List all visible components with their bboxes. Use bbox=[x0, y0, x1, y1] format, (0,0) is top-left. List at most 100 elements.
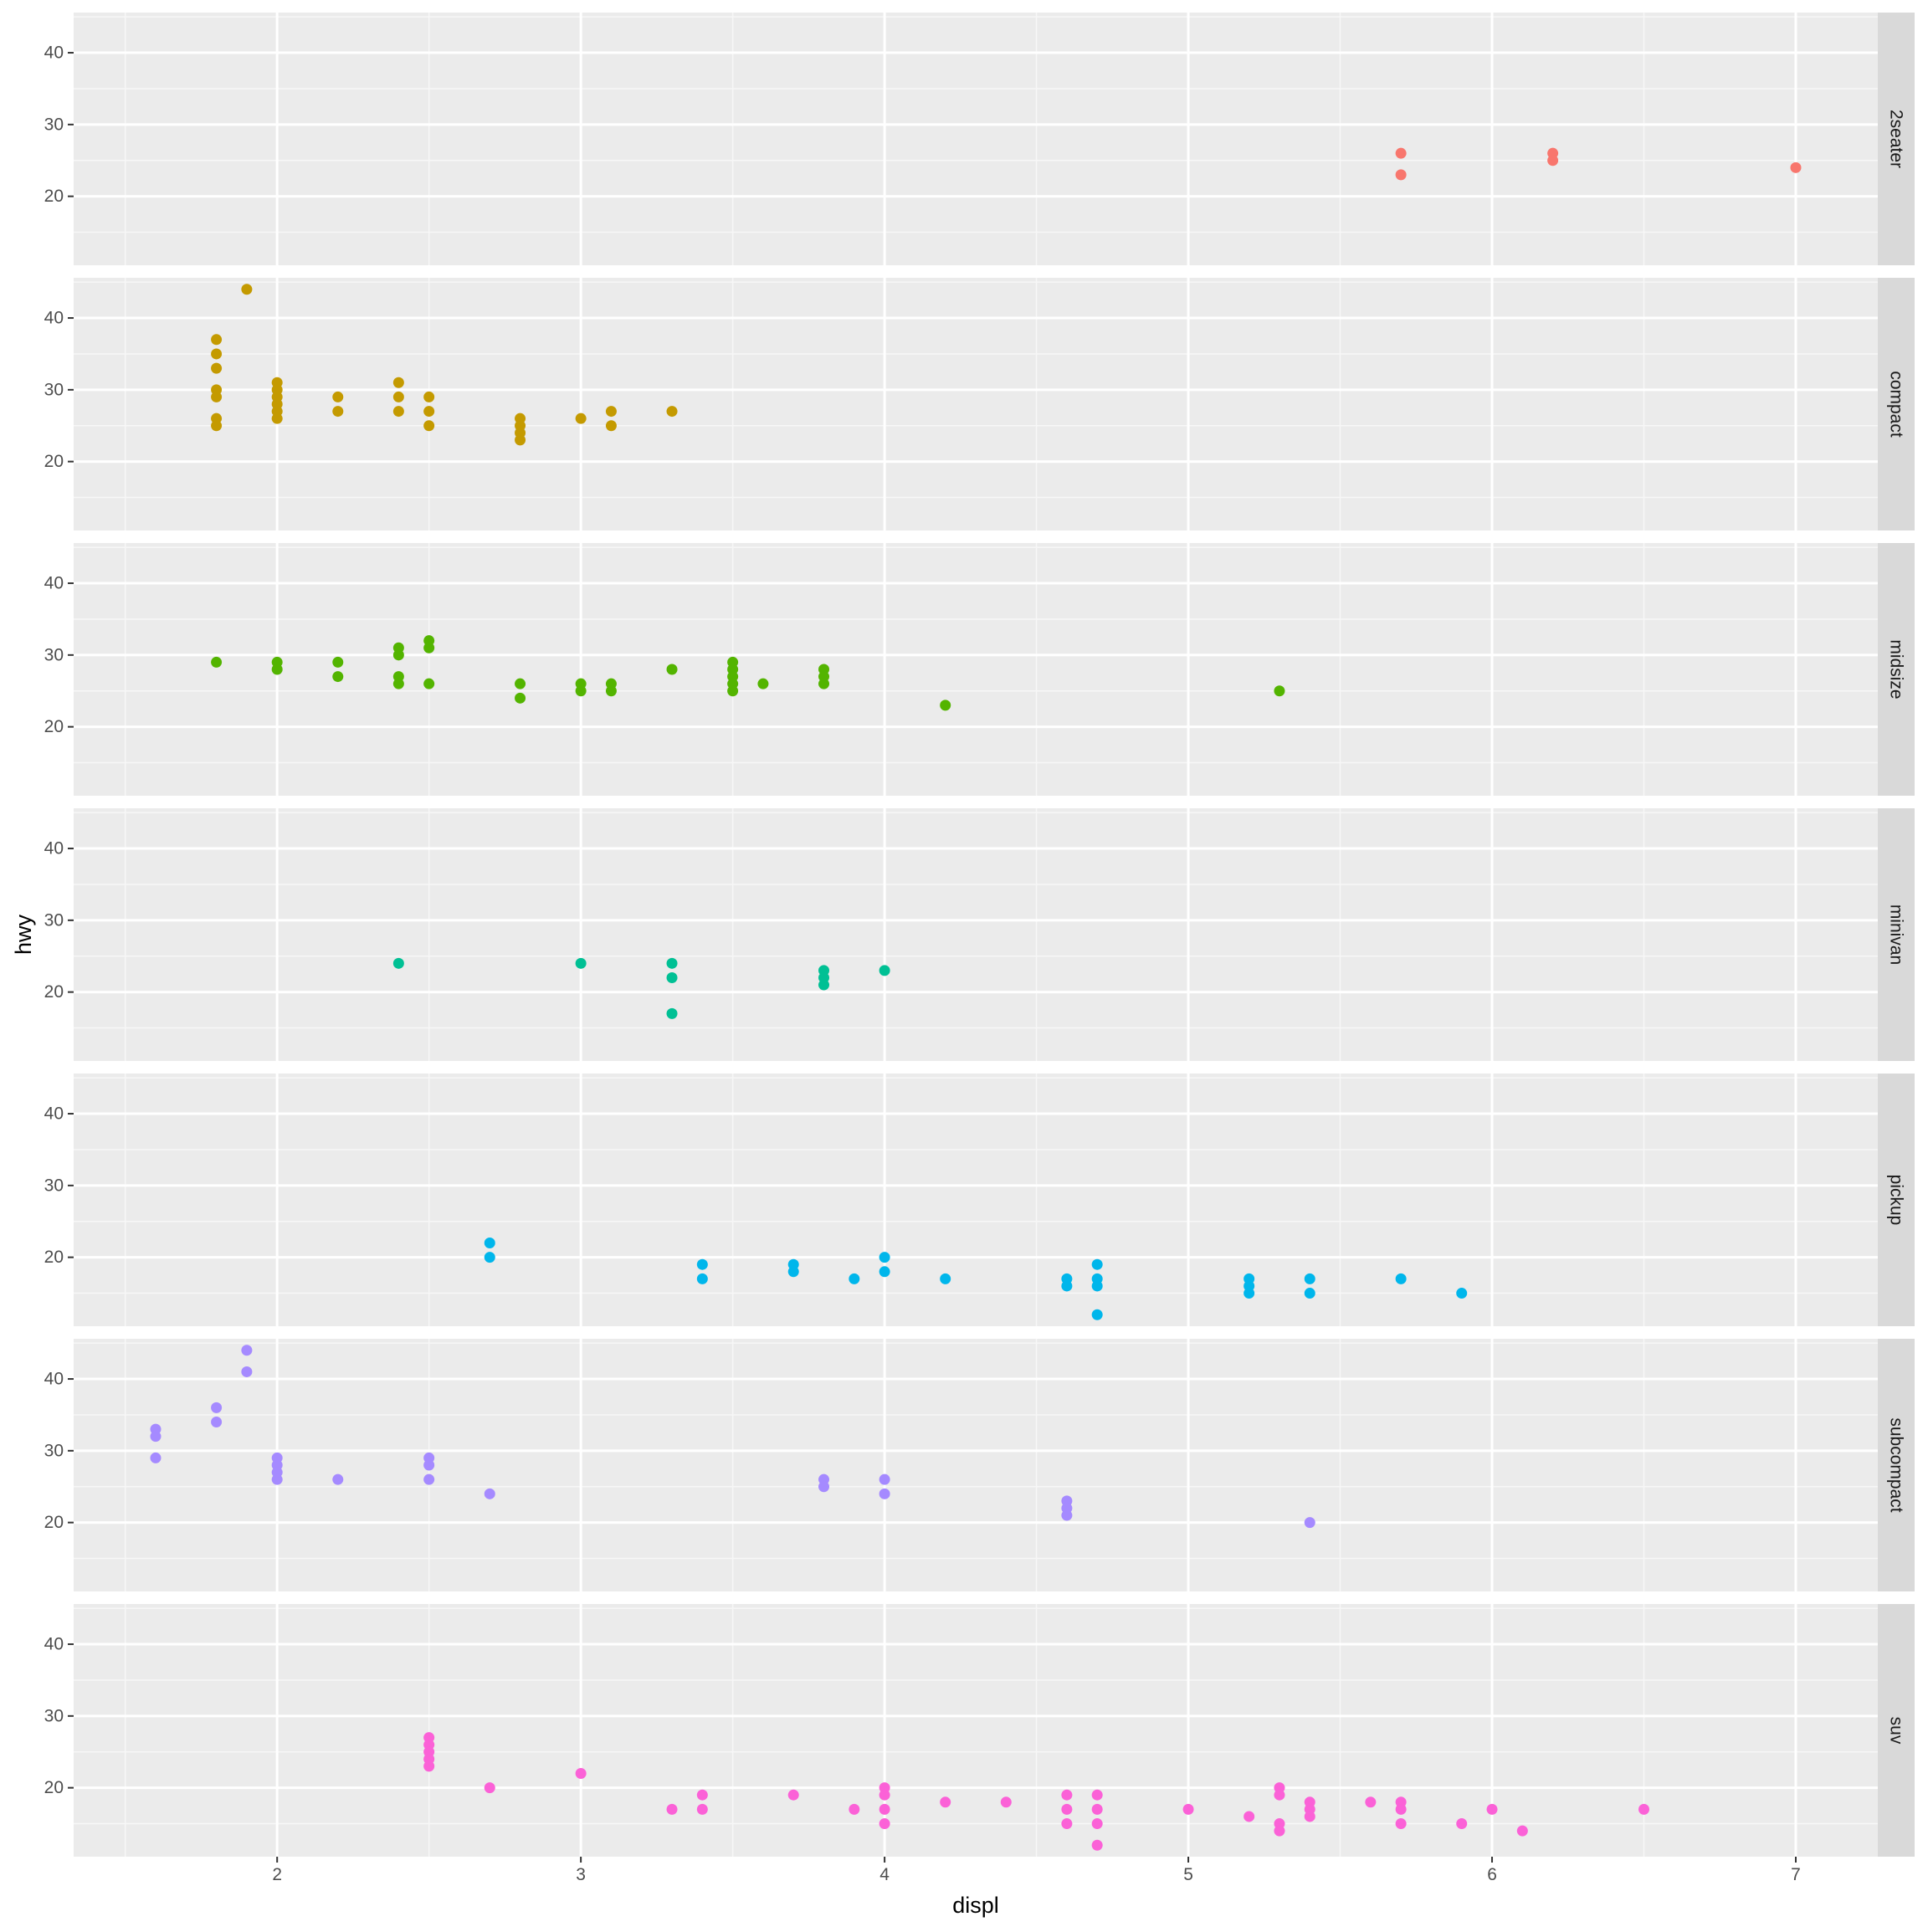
data-point bbox=[1395, 1818, 1407, 1830]
y-tick-label: 40 bbox=[44, 1104, 64, 1124]
data-point bbox=[1061, 1280, 1073, 1292]
data-point bbox=[1061, 1509, 1073, 1521]
facet-strip bbox=[1878, 808, 1915, 1061]
facet-strip-label: subcompact bbox=[1887, 1417, 1906, 1512]
facet-strip bbox=[1878, 13, 1915, 265]
data-point bbox=[1304, 1273, 1315, 1284]
panel-background bbox=[74, 1074, 1878, 1326]
data-point bbox=[940, 1273, 951, 1284]
data-point bbox=[1456, 1288, 1468, 1299]
data-point bbox=[515, 678, 526, 689]
data-point bbox=[332, 406, 344, 418]
data-point bbox=[1638, 1803, 1650, 1815]
data-point bbox=[1091, 1818, 1103, 1830]
data-point bbox=[1000, 1796, 1012, 1808]
data-point bbox=[423, 678, 435, 689]
data-point bbox=[940, 700, 951, 711]
data-point bbox=[1486, 1803, 1498, 1815]
data-point bbox=[484, 1237, 495, 1248]
data-point bbox=[271, 664, 283, 675]
data-point bbox=[1395, 147, 1407, 159]
data-point bbox=[392, 377, 404, 388]
data-point bbox=[1091, 1309, 1103, 1320]
data-point bbox=[787, 1266, 799, 1278]
data-point bbox=[879, 1473, 890, 1485]
y-tick-label: 40 bbox=[44, 44, 64, 63]
data-point bbox=[1274, 1789, 1285, 1801]
data-point bbox=[423, 1473, 435, 1485]
data-point bbox=[605, 406, 617, 418]
data-point bbox=[818, 678, 830, 689]
data-point bbox=[696, 1258, 708, 1270]
facet-strip bbox=[1878, 1604, 1915, 1857]
data-point bbox=[241, 1345, 253, 1356]
data-point bbox=[392, 406, 404, 418]
data-point bbox=[757, 678, 769, 689]
data-point bbox=[696, 1789, 708, 1801]
y-tick-label: 20 bbox=[44, 1248, 64, 1267]
panel-background bbox=[74, 1339, 1878, 1591]
data-point bbox=[484, 1782, 495, 1794]
y-tick-label: 20 bbox=[44, 982, 64, 1002]
data-point bbox=[1395, 1803, 1407, 1815]
data-point bbox=[666, 1007, 678, 1019]
data-point bbox=[332, 656, 344, 668]
data-point bbox=[392, 649, 404, 661]
data-point bbox=[1091, 1789, 1103, 1801]
facet-strip-label: compact bbox=[1887, 371, 1906, 438]
data-point bbox=[575, 685, 587, 697]
facet-strip bbox=[1878, 1074, 1915, 1326]
data-point bbox=[879, 1266, 890, 1278]
data-point bbox=[1790, 161, 1802, 173]
data-point bbox=[818, 979, 830, 991]
data-point bbox=[1091, 1803, 1103, 1815]
panel-background bbox=[74, 13, 1878, 265]
x-tick-label: 3 bbox=[576, 1865, 586, 1884]
panel-background bbox=[74, 1604, 1878, 1857]
facet-strip-label: suv bbox=[1887, 1717, 1906, 1745]
facet-panel-subcompact: 20 30 40 subcompact bbox=[44, 1339, 1915, 1591]
data-point bbox=[484, 1488, 495, 1499]
data-point bbox=[1456, 1818, 1468, 1830]
x-tick-label: 7 bbox=[1791, 1865, 1801, 1884]
data-point bbox=[1091, 1258, 1103, 1270]
facet-panel-midsize: 20 30 40 midsize bbox=[44, 543, 1915, 796]
data-point bbox=[1061, 1818, 1073, 1830]
facet-strip-label: midsize bbox=[1887, 639, 1906, 699]
data-point bbox=[879, 1803, 890, 1815]
panel-background bbox=[74, 543, 1878, 796]
data-point bbox=[332, 671, 344, 683]
data-point bbox=[392, 678, 404, 689]
data-point bbox=[1091, 1839, 1103, 1851]
data-point bbox=[150, 1431, 162, 1443]
y-axis-title: hwy bbox=[11, 914, 36, 955]
data-point bbox=[1061, 1789, 1073, 1801]
x-tick-label: 6 bbox=[1487, 1865, 1497, 1884]
panel-background bbox=[74, 808, 1878, 1061]
y-tick-label: 30 bbox=[44, 115, 64, 134]
data-point bbox=[392, 957, 404, 969]
y-tick-label: 20 bbox=[44, 717, 64, 736]
data-point bbox=[1274, 685, 1285, 697]
data-point bbox=[879, 1789, 890, 1801]
data-point bbox=[696, 1803, 708, 1815]
data-point bbox=[575, 1767, 587, 1779]
data-point bbox=[150, 1452, 162, 1463]
data-point bbox=[666, 957, 678, 969]
data-point bbox=[211, 420, 223, 432]
data-point bbox=[879, 1488, 890, 1499]
data-point bbox=[211, 391, 223, 402]
data-point bbox=[211, 1402, 223, 1413]
y-tick-label: 30 bbox=[44, 645, 64, 664]
data-point bbox=[849, 1273, 860, 1284]
data-point bbox=[1304, 1811, 1315, 1822]
y-tick-label: 40 bbox=[44, 574, 64, 593]
data-point bbox=[241, 284, 253, 295]
x-tick-label: 2 bbox=[272, 1865, 282, 1884]
data-point bbox=[696, 1273, 708, 1284]
x-tick-label: 4 bbox=[879, 1865, 890, 1884]
data-point bbox=[332, 1473, 344, 1485]
y-tick-label: 40 bbox=[44, 1635, 64, 1654]
y-tick-label: 30 bbox=[44, 380, 64, 399]
